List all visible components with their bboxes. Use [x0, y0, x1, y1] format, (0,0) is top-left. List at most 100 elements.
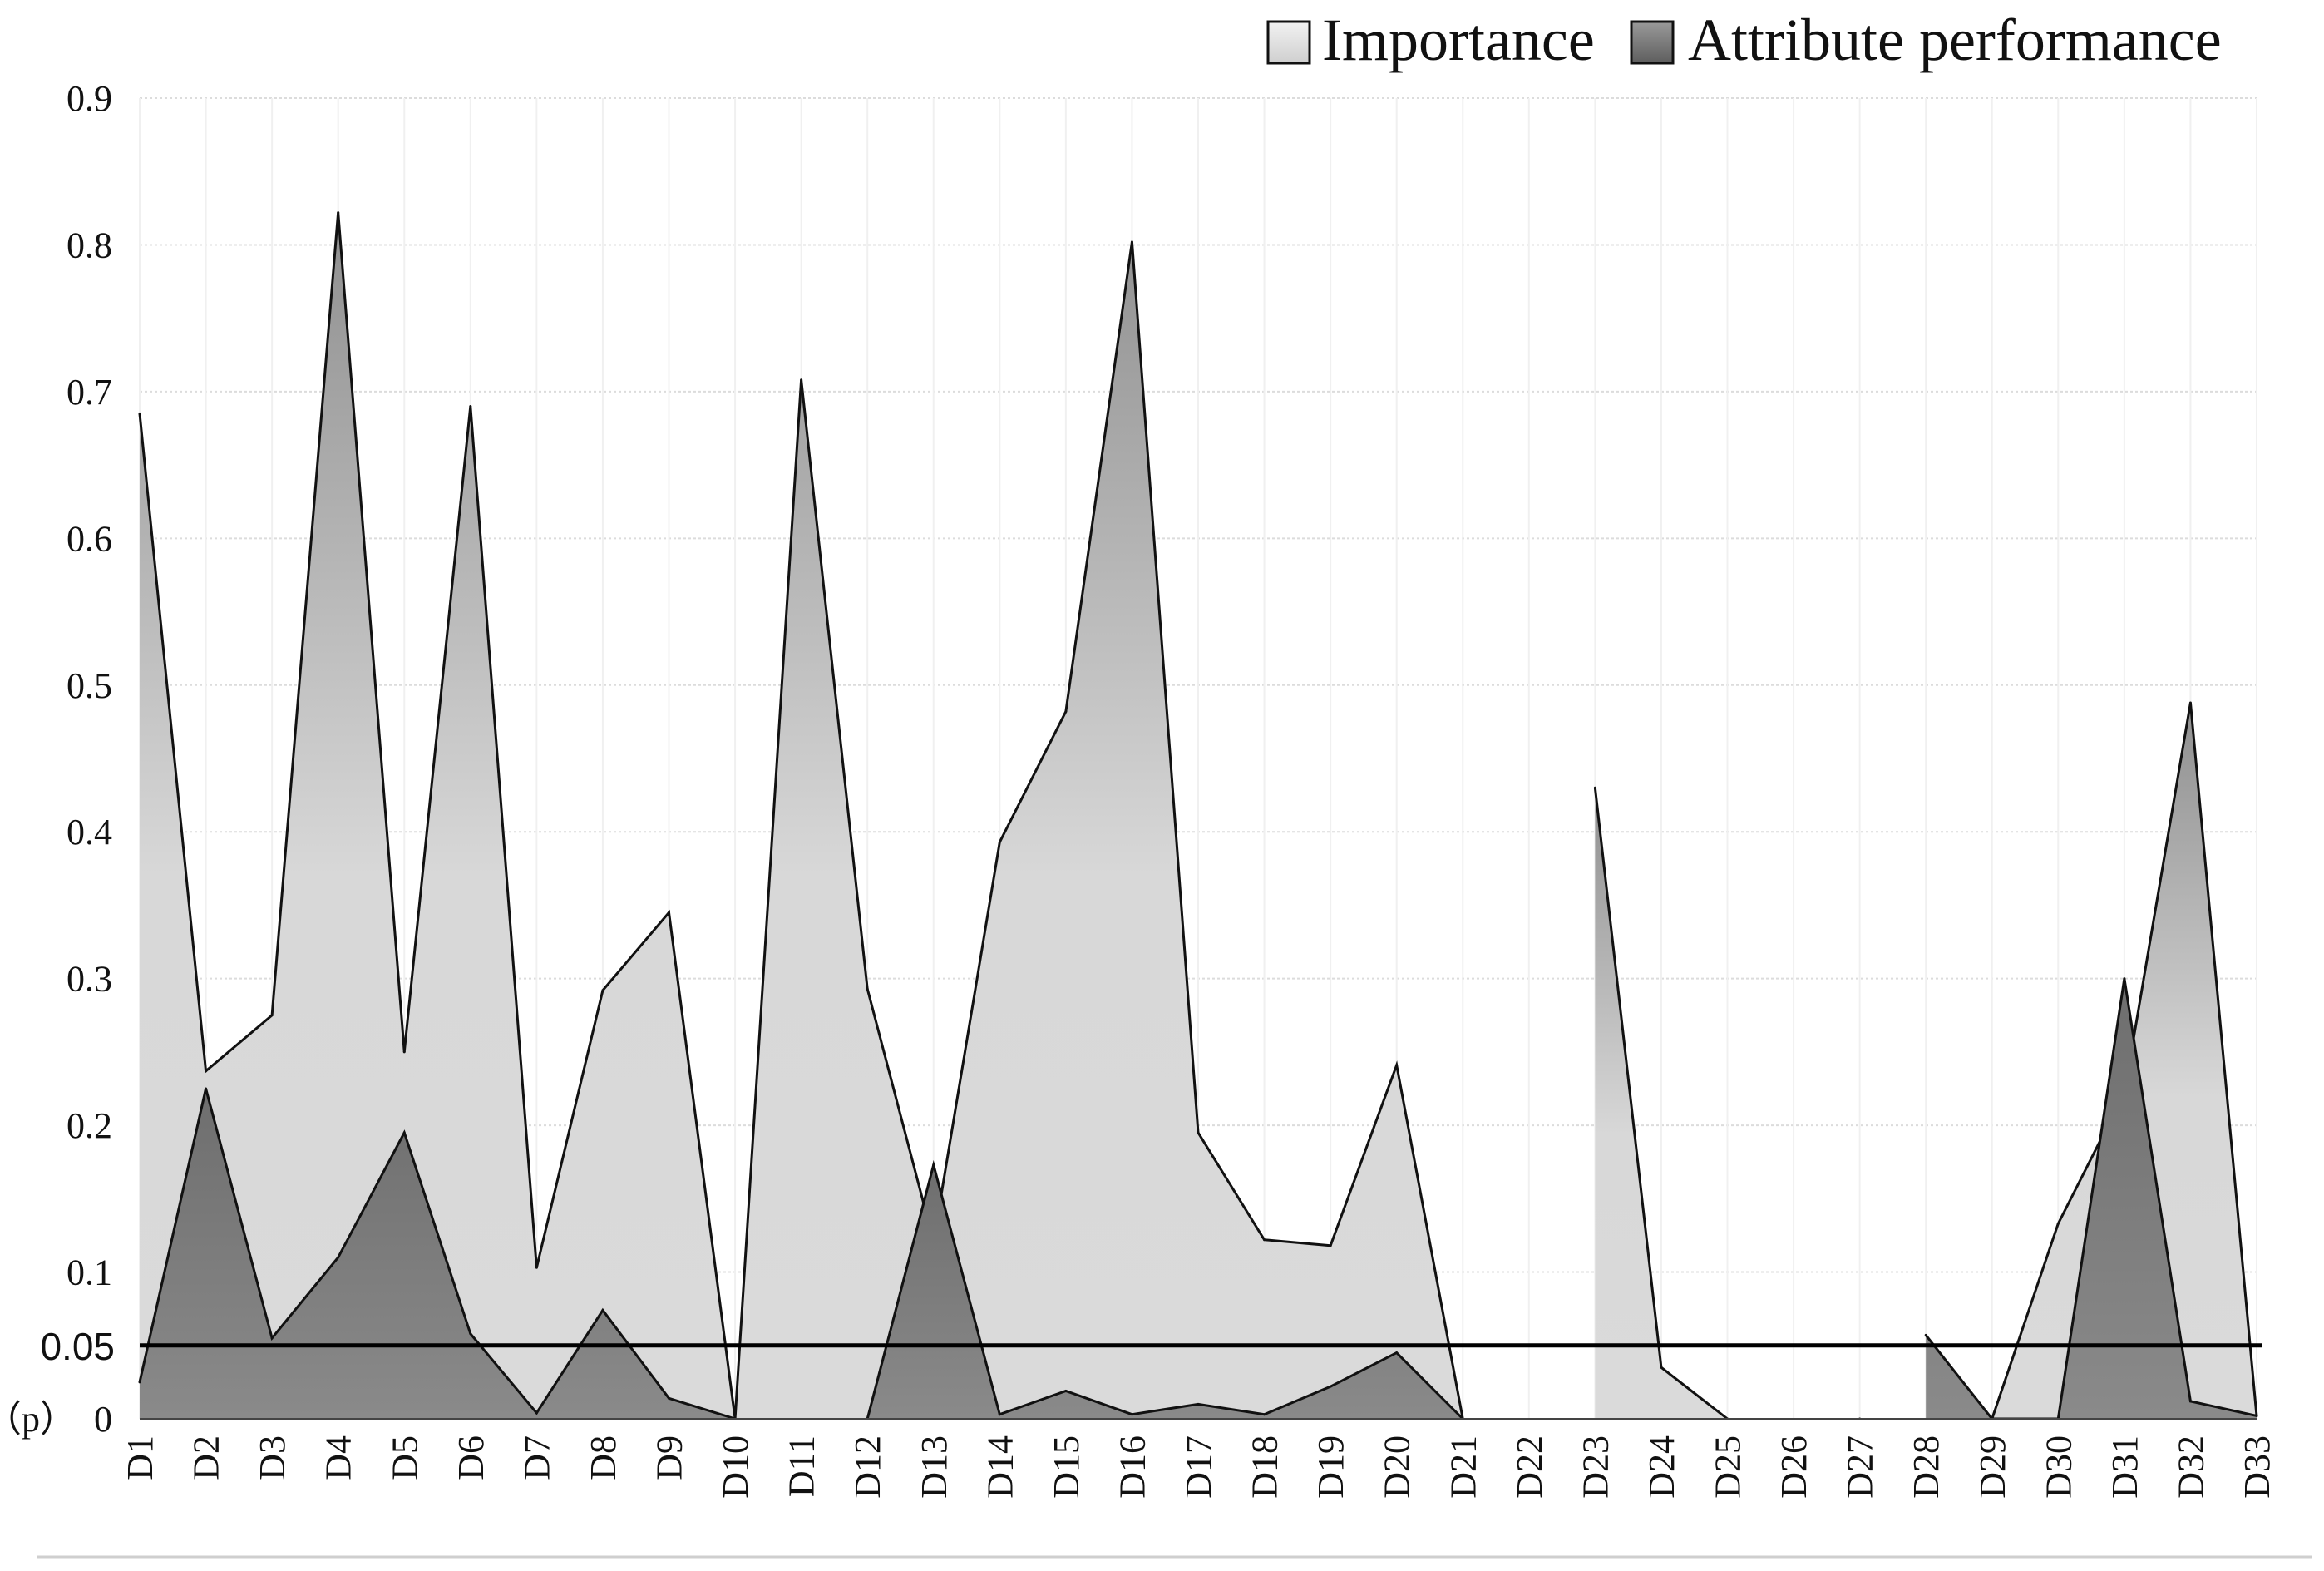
x-tick-label-D1: D1 — [120, 1435, 160, 1480]
x-tick-label-D23: D23 — [1575, 1435, 1616, 1499]
point-importance-D9 — [668, 911, 670, 914]
series-areas — [138, 211, 2258, 1420]
point-performance-D3 — [270, 1336, 274, 1340]
point-importance-D18 — [1263, 1238, 1266, 1242]
x-tick-label-D24: D24 — [1641, 1435, 1682, 1499]
point-performance-D13 — [932, 1163, 935, 1167]
area-importance-segment-0 — [140, 212, 1463, 1419]
point-importance-D19 — [1329, 1244, 1332, 1247]
point-importance-D24 — [1660, 1366, 1663, 1369]
legend-swatch-performance — [1630, 20, 1675, 65]
y-tick-label-0: 0 — [94, 1399, 112, 1440]
point-importance-D16 — [1130, 240, 1133, 244]
axes: 0 0.1 0.2 0.3 0.4 0.5 0.6 0.7 0.8 0.9 （p） 0.05 D1 D2 D… — [0, 78, 2312, 1559]
point-performance-D32 — [2188, 1400, 2192, 1403]
point-importance-D7 — [535, 1266, 538, 1269]
x-tick-label-D18: D18 — [1245, 1435, 1285, 1499]
x-tick-label-D14: D14 — [979, 1435, 1020, 1499]
point-importance-D4 — [337, 211, 340, 215]
x-tick-label-D17: D17 — [1178, 1435, 1219, 1499]
x-tick-label-D12: D12 — [847, 1435, 888, 1499]
point-performance-D18 — [1263, 1413, 1266, 1416]
x-tick-label-D16: D16 — [1112, 1435, 1152, 1499]
y-tick-label-0.6: 0.6 — [67, 518, 112, 559]
point-importance-D6 — [469, 405, 472, 408]
x-tick-label-D21: D21 — [1443, 1435, 1483, 1499]
legend-label-performance: Attribute performance — [1688, 7, 2222, 73]
x-tick-label-D9: D9 — [649, 1435, 690, 1480]
x-tick-label-D13: D13 — [914, 1435, 955, 1499]
point-importance-D30 — [2056, 1222, 2060, 1225]
area-performance-segment-2 — [1926, 978, 2257, 1419]
point-performance-D16 — [1130, 1413, 1133, 1416]
x-tick-label-D4: D4 — [318, 1435, 359, 1480]
area-importance-segment-1 — [1595, 788, 1728, 1419]
point-performance-D28 — [1924, 1333, 1927, 1336]
point-importance-D2 — [205, 1070, 208, 1073]
legend-swatch-importance — [1266, 20, 1311, 65]
point-performance-D8 — [601, 1308, 604, 1312]
y-tick-label-0.2: 0.2 — [67, 1105, 112, 1146]
point-performance-D14 — [998, 1413, 1001, 1416]
x-tick-label-D25: D25 — [1708, 1435, 1749, 1499]
y-tick-label-0.4: 0.4 — [67, 812, 112, 852]
x-tick-label-D3: D3 — [252, 1435, 293, 1480]
x-tick-label-D7: D7 — [516, 1435, 557, 1480]
point-performance-D1 — [138, 1381, 141, 1384]
point-importance-D11 — [800, 378, 803, 382]
point-performance-D31 — [2123, 977, 2126, 981]
point-importance-D15 — [1064, 710, 1068, 714]
x-tick-label-D8: D8 — [583, 1435, 624, 1480]
y-tick-label-0.7: 0.7 — [67, 372, 112, 413]
x-tick-label-D27: D27 — [1840, 1435, 1881, 1499]
y-tick-label-0.3: 0.3 — [67, 959, 112, 1000]
point-performance-D9 — [668, 1396, 670, 1400]
x-tick-label-D29: D29 — [1972, 1435, 2013, 1499]
point-performance-D15 — [1064, 1389, 1068, 1392]
line-performance-segment-2 — [1925, 978, 2257, 1420]
x-tick-label-D11: D11 — [782, 1435, 822, 1497]
point-importance-D3 — [270, 1014, 274, 1017]
point-performance-D33 — [2255, 1414, 2258, 1417]
point-importance-D23 — [1593, 786, 1596, 789]
point-importance-D17 — [1197, 1131, 1200, 1134]
point-importance-D12 — [866, 987, 869, 991]
x-tick-label-D5: D5 — [384, 1435, 425, 1480]
area-importance-segment-3 — [1991, 702, 2257, 1419]
line-performance-segment-0 — [138, 1088, 736, 1420]
point-performance-D6 — [469, 1332, 472, 1336]
x-tick-label-D15: D15 — [1046, 1435, 1087, 1499]
y-prefix-label: （p） — [0, 1399, 76, 1440]
point-performance-D20 — [1395, 1351, 1399, 1355]
x-tick-label-D2: D2 — [186, 1435, 227, 1480]
x-tick-label-D28: D28 — [1906, 1435, 1947, 1499]
x-tick-label-D31: D31 — [2104, 1435, 2145, 1499]
y-tick-label-0.5: 0.5 — [67, 665, 112, 706]
point-importance-D8 — [601, 989, 604, 992]
legend: Importance Attribute performance — [1266, 7, 2222, 73]
x-tick-label-D19: D19 — [1310, 1435, 1351, 1499]
point-importance-D14 — [998, 841, 1001, 844]
x-tick-label-D10: D10 — [715, 1435, 756, 1499]
point-performance-D4 — [337, 1256, 340, 1259]
area-performance-segment-1 — [867, 1164, 1463, 1419]
point-performance-D7 — [535, 1411, 538, 1415]
point-performance-D2 — [205, 1087, 208, 1090]
y-tick-label-0.8: 0.8 — [67, 225, 112, 265]
point-performance-D17 — [1197, 1402, 1200, 1406]
point-importance-D32 — [2188, 701, 2192, 704]
point-importance-D1 — [138, 412, 141, 415]
x-tick-label-D33: D33 — [2237, 1435, 2277, 1499]
point-performance-D19 — [1329, 1385, 1332, 1388]
x-tick-label-D26: D26 — [1774, 1435, 1814, 1499]
line-performance-segment-1 — [866, 1159, 1464, 1420]
x-tick-label-D22: D22 — [1509, 1435, 1550, 1499]
legend-label-importance: Importance — [1322, 7, 1595, 73]
y-tick-label-0.1: 0.1 — [67, 1252, 112, 1293]
x-tick-label-D30: D30 — [2038, 1435, 2079, 1499]
point-importance-D5 — [402, 1050, 406, 1054]
x-tick-label-D6: D6 — [451, 1435, 491, 1480]
y-tick-label-0.9: 0.9 — [67, 78, 112, 119]
